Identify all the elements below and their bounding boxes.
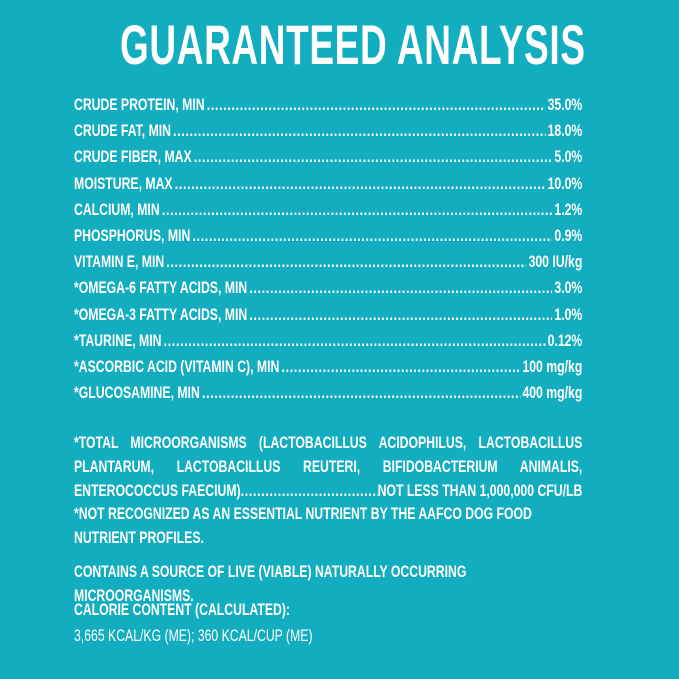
microorganisms-value: NOT LESS THAN 1,000,000 CFU/LB (377, 481, 583, 500)
dot-leader (175, 171, 546, 197)
nutrient-value: 3.0% (554, 278, 583, 298)
dot-leader (164, 328, 546, 354)
microorganisms-value-line: ENTEROCOCCUS FAECIUM) NOT LESS THAN 1,00… (74, 479, 582, 503)
nutrient-label: *GLUCOSAMINE, MIN (74, 383, 200, 403)
nutrient-value: 100 mg/kg (522, 356, 583, 376)
dot-leader (241, 479, 378, 503)
dot-leader (282, 354, 521, 380)
title-text: GUARANTEED ANALYSIS (119, 13, 586, 76)
analysis-row: *ASCORBIC ACID (VITAMIN C), MIN 100 mg/kg (74, 354, 582, 380)
nutrient-label: CRUDE FAT, MIN (74, 121, 172, 141)
dot-leader (249, 302, 552, 328)
calorie-content: CALORIE CONTENT (CALCULATED): 3,665 KCAL… (74, 597, 582, 649)
dot-leader (202, 380, 520, 406)
nutrient-value: 1.0% (554, 304, 583, 324)
nutrient-value: 0.9% (554, 225, 583, 245)
analysis-row: PHOSPHORUS, MIN 0.9% (74, 223, 582, 249)
dot-leader (166, 249, 526, 275)
dot-leader (192, 223, 552, 249)
nutrient-value: 18.0% (547, 121, 583, 141)
nutrient-value: 35.0% (547, 95, 583, 114)
nutrient-label: MOISTURE, MAX (74, 173, 173, 193)
aafco-note: *NOT RECOGNIZED AS AN ESSENTIAL NUTRIENT… (74, 504, 532, 547)
calorie-heading: CALORIE CONTENT (CALCULATED): (74, 600, 290, 619)
microorganisms-last-label: ENTEROCOCCUS FAECIUM) (74, 481, 241, 500)
nutrient-value: 400 mg/kg (522, 383, 583, 403)
analysis-row: CRUDE PROTEIN, MIN 35.0% (74, 92, 582, 118)
microorganisms-statement: *TOTAL MICROORGANISMS (LACTOBACILLUS ACI… (74, 431, 582, 503)
analysis-row: *OMEGA-6 FATTY ACIDS, MIN 3.0% (74, 275, 582, 301)
title: GUARANTEED ANALYSIS (0, 14, 679, 76)
calorie-value: 3,665 KCAL/KG (ME); 360 KCAL/CUP (ME) (74, 626, 313, 645)
nutrient-label: *OMEGA-3 FATTY ACIDS, MIN (74, 304, 248, 324)
nutrient-value: 10.0% (547, 173, 583, 193)
analysis-row: VITAMIN E, MIN 300 IU/kg (74, 249, 582, 275)
nutrient-value: 1.2% (554, 199, 583, 219)
nutrient-label: *OMEGA-6 FATTY ACIDS, MIN (74, 278, 248, 298)
nutrient-label: PHOSPHORUS, MIN (74, 225, 191, 245)
analysis-row: *GLUCOSAMINE, MIN 400 mg/kg (74, 380, 582, 406)
dot-leader (194, 144, 552, 170)
dot-leader (207, 92, 546, 118)
nutrient-label: *TAURINE, MIN (74, 330, 162, 350)
dot-leader (173, 118, 545, 144)
nutrient-label: CRUDE FIBER, MAX (74, 147, 192, 167)
analysis-row: *TAURINE, MIN 0.12% (74, 328, 582, 354)
contains-statement: CONTAINS A SOURCE OF LIVE (VIABLE) NATUR… (74, 562, 467, 605)
dot-leader (162, 197, 552, 223)
analysis-row: CRUDE FAT, MIN 18.0% (74, 118, 582, 144)
microorganisms-text: *TOTAL MICROORGANISMS (LACTOBACILLUS ACI… (74, 433, 583, 476)
nutrient-value: 300 IU/kg (528, 252, 583, 272)
nutrient-label: *ASCORBIC ACID (VITAMIN C), MIN (74, 356, 280, 376)
nutrient-label: CALCIUM, MIN (74, 199, 160, 219)
nutrient-label: CRUDE PROTEIN, MIN (74, 95, 205, 114)
nutrient-value: 0.12% (547, 330, 583, 350)
dot-leader (249, 275, 552, 301)
analysis-table: CRUDE PROTEIN, MIN 35.0% CRUDE FAT, MIN 18.… (74, 92, 582, 406)
analysis-row: CRUDE FIBER, MAX 5.0% (74, 144, 582, 170)
analysis-row: *OMEGA-3 FATTY ACIDS, MIN 1.0% (74, 302, 582, 328)
analysis-row: MOISTURE, MAX 10.0% (74, 171, 582, 197)
analysis-row: CALCIUM, MIN 1.2% (74, 197, 582, 223)
nutrient-label: VITAMIN E, MIN (74, 252, 165, 272)
nutrient-value: 5.0% (554, 147, 583, 167)
